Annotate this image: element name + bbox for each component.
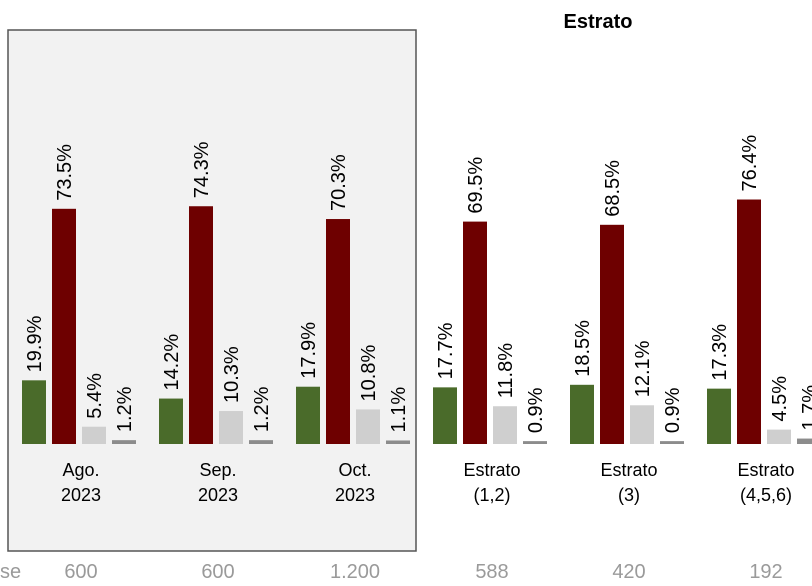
data-label: 12.1% (632, 340, 654, 397)
bar-series-4 (112, 440, 136, 444)
data-label: 74.3% (191, 141, 213, 198)
data-label: 70.3% (328, 154, 350, 211)
bar-series-2 (737, 199, 761, 444)
group-title: Estrato (564, 11, 633, 33)
bar-series-1 (570, 384, 594, 444)
bar-series-4 (386, 440, 410, 444)
data-label: 17.9% (298, 322, 320, 379)
category-label: (1,2) (473, 485, 510, 505)
bar-series-3 (767, 429, 791, 444)
bar-series-1 (433, 387, 457, 444)
category-label: (3) (618, 485, 640, 505)
bar-series-2 (326, 219, 350, 444)
data-label: 76.4% (739, 135, 761, 192)
data-label: 17.7% (435, 322, 457, 379)
category-label: Estrato (463, 460, 520, 480)
bar-series-4 (523, 441, 547, 444)
data-label: 17.3% (709, 324, 731, 381)
bar-series-1 (159, 398, 183, 444)
data-label: 73.5% (54, 144, 76, 201)
bar-series-1 (22, 380, 46, 444)
category-label: Ago. (62, 460, 99, 480)
data-label: 0.9% (525, 387, 547, 433)
category-label: 2023 (335, 485, 375, 505)
data-label: 14.2% (161, 334, 183, 391)
bar-series-4 (249, 440, 273, 444)
base-count: 600 (64, 561, 97, 583)
bar-series-3 (356, 409, 380, 444)
category-label: Estrato (600, 460, 657, 480)
data-label: 0.9% (662, 387, 684, 433)
bar-series-4 (660, 441, 684, 444)
category-label: Oct. (338, 460, 371, 480)
data-label: 1.2% (251, 386, 273, 432)
base-count: 1.200 (330, 561, 380, 583)
data-label: 10.3% (221, 346, 243, 403)
bar-series-2 (52, 208, 76, 444)
category-label: (4,5,6) (740, 485, 792, 505)
bar-series-3 (493, 406, 517, 444)
bar-series-3 (630, 405, 654, 444)
category-label: Estrato (737, 460, 794, 480)
bar-series-2 (463, 221, 487, 444)
base-count: 420 (612, 561, 645, 583)
bar-series-3 (219, 411, 243, 444)
bar-series-1 (296, 386, 320, 444)
base-count: 192 (749, 561, 782, 583)
bar-series-2 (189, 206, 213, 444)
category-label: Sep. (199, 460, 236, 480)
data-label: 11.8% (495, 343, 517, 398)
data-label: 1.1% (388, 387, 410, 433)
data-label: 5.4% (84, 373, 106, 419)
category-label: 2023 (61, 485, 101, 505)
data-label: 68.5% (602, 160, 624, 217)
data-label: 69.5% (465, 157, 487, 214)
bar-series-3 (82, 426, 106, 444)
base-count: 588 (475, 561, 508, 583)
data-label: 1.7% (799, 385, 812, 431)
base-count: 600 (201, 561, 234, 583)
bar-series-4 (797, 438, 812, 444)
bar-series-1 (707, 388, 731, 444)
data-label: 18.5% (572, 320, 594, 377)
data-label: 19.9% (24, 315, 46, 372)
base-prefix: se (0, 561, 21, 583)
data-label: 4.5% (769, 376, 791, 422)
category-label: 2023 (198, 485, 238, 505)
data-label: 10.8% (358, 345, 380, 402)
data-label: 1.2% (114, 386, 136, 432)
bar-series-2 (600, 224, 624, 444)
